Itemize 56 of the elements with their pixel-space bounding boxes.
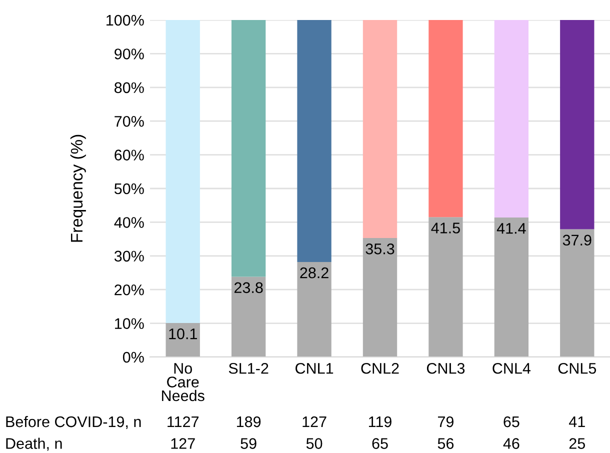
bar [297,20,332,262]
x-tick-label: No Care Needs [162,363,204,402]
bar [166,20,200,323]
bar [362,238,398,357]
bar [231,276,266,357]
y-tick-label: 70% [114,116,144,127]
y-tick-label: 20% [114,284,144,296]
bar [297,262,332,357]
data-label: 10.1 [169,328,197,340]
text: 79 [438,416,454,428]
data-label: 35.3 [366,243,394,254]
text: 189 [236,416,261,428]
x-tick-label: CNL5 [558,362,596,374]
y-tick-label: 10% [115,318,144,329]
bar [494,20,529,218]
text: 56 [438,438,454,449]
text: 65 [504,416,520,428]
text: Before COVID-19, n [6,416,141,430]
x-tick-label: CNL1 [296,362,334,374]
text: 127 [302,416,326,428]
y-tick-label: 80% [114,82,144,94]
x-tick-label: CNL3 [426,362,465,374]
y-tick-label: 0% [122,352,144,363]
text: Death, n [6,438,62,451]
text: 1127 [168,416,199,428]
bar [494,217,529,357]
y-tick-label: 100% [106,14,144,26]
text: 46 [503,438,520,449]
data-label: 41.4 [496,223,526,234]
bar [428,20,463,218]
text: 41 [569,416,585,428]
bar [166,322,200,357]
y-axis-title: Frequency (%) [70,134,86,242]
y-tick-label: 30% [114,250,144,262]
x-tick-label: CNL2 [361,362,399,374]
y-tick-label: 50% [114,183,144,194]
text: 127 [171,438,195,449]
bar [231,20,266,277]
data-label: 37.9 [562,234,592,246]
text: 59 [240,438,256,449]
y-tick-label: 60% [114,150,144,160]
bar [362,20,398,238]
y-tick-label: 40% [114,217,144,228]
text: 50 [306,438,322,449]
y-tick-label: 90% [114,48,144,60]
text: 65 [372,438,388,449]
data-label: 41.5 [431,222,460,234]
bar [428,217,463,357]
bar [560,20,594,230]
data-label: 28.2 [300,267,328,278]
text: 25 [569,438,585,449]
x-tick-label: CNL4 [492,362,531,374]
x-tick-label: SL1-2 [228,362,268,374]
data-label: 23.8 [234,282,263,294]
bar [560,229,594,357]
text: 119 [368,416,392,428]
